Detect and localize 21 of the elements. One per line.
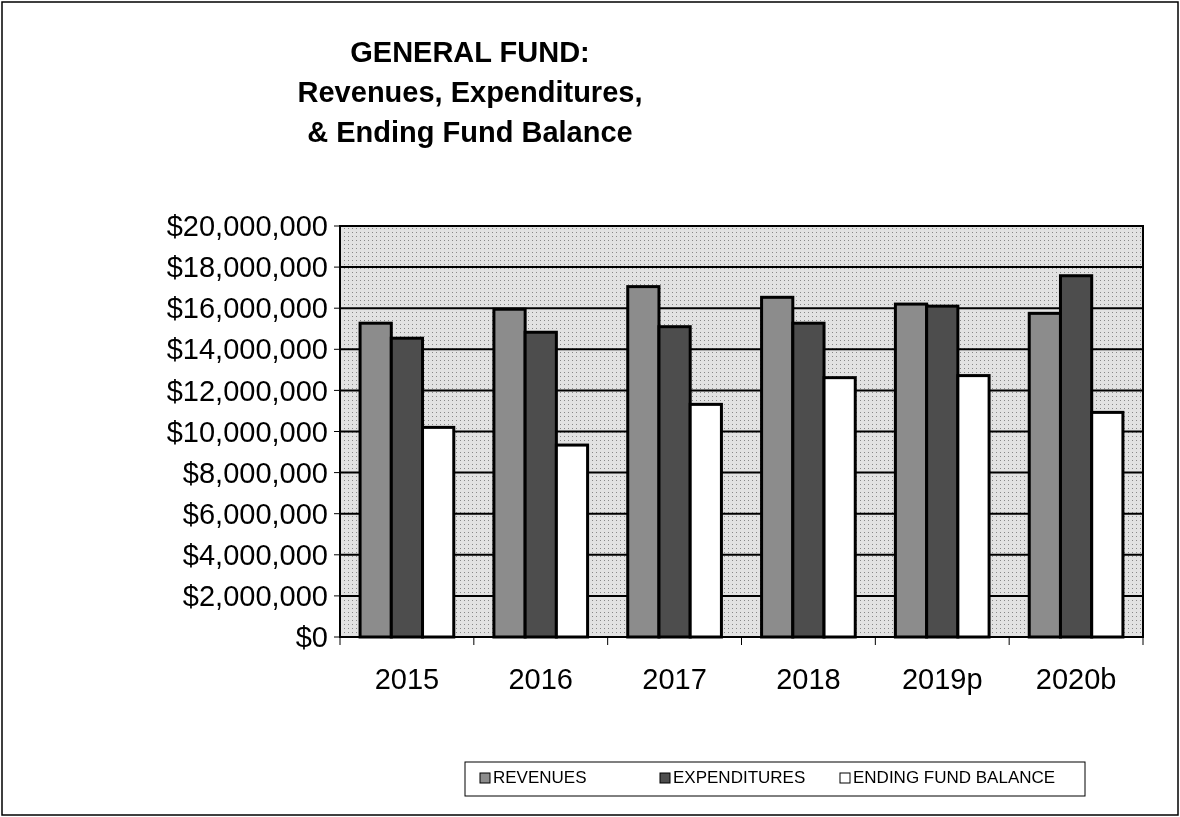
x-tick-label: 2016 bbox=[508, 663, 574, 695]
chart-title: GENERAL FUND: Revenues, Expenditures, & Ending Fund Balance bbox=[297, 36, 643, 148]
x-tick-label: 2017 bbox=[642, 663, 707, 695]
y-tick-label: $20,000,000 bbox=[166, 210, 328, 243]
y-tick-label: $2,000,000 bbox=[182, 580, 328, 613]
y-tick-label: $6,000,000 bbox=[182, 497, 328, 530]
y-tick-label: $0 bbox=[295, 621, 328, 654]
x-tick-label: 2020b bbox=[1035, 663, 1117, 695]
legend-label: REVENUES bbox=[493, 768, 587, 787]
y-tick-label: $12,000,000 bbox=[166, 374, 328, 407]
y-tick-label: $16,000,000 bbox=[166, 292, 328, 325]
y-tick-label: $8,000,000 bbox=[182, 456, 328, 489]
legend-label: EXPENDITURES bbox=[673, 768, 806, 787]
y-tick-label: $18,000,000 bbox=[166, 251, 328, 284]
x-tick-label: 2015 bbox=[374, 663, 440, 695]
legend-label: ENDING FUND BALANCE bbox=[853, 768, 1056, 787]
x-tick-label: 2018 bbox=[776, 663, 841, 695]
y-tick-label: $10,000,000 bbox=[166, 415, 328, 448]
y-tick-label: $14,000,000 bbox=[166, 333, 328, 366]
y-tick-label: $4,000,000 bbox=[182, 538, 328, 571]
x-tick-label: 2019p bbox=[901, 663, 983, 695]
